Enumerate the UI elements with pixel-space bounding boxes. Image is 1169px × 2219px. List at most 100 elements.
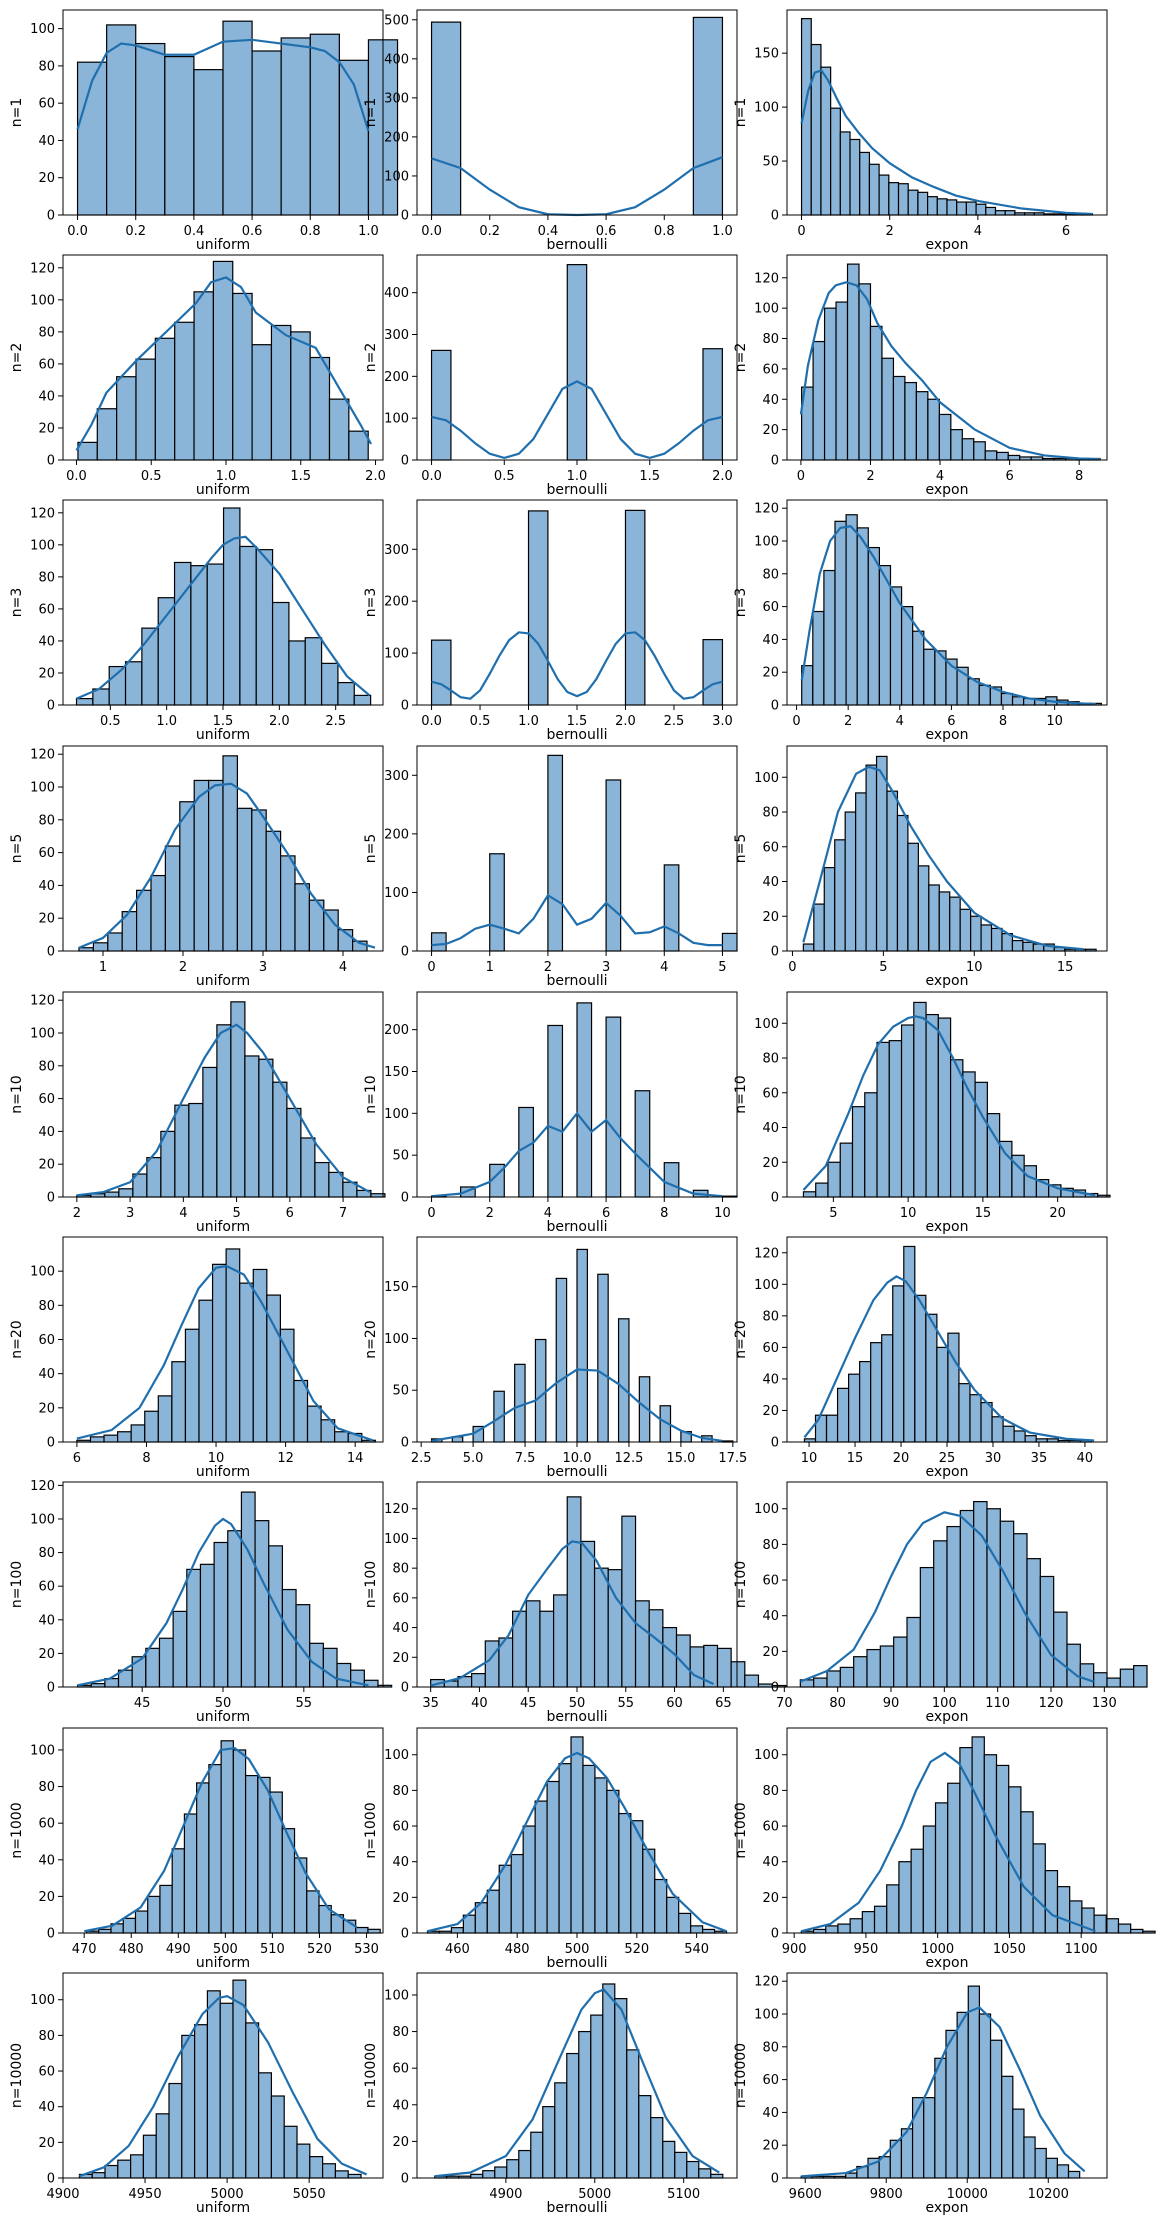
histogram-bar [244, 1774, 259, 1934]
axes-frame [62, 254, 384, 461]
histogram-bar [662, 1626, 678, 1688]
x-tick-label: 1.5 [639, 469, 660, 484]
histogram-bar [510, 1853, 524, 1934]
axes-frame [786, 991, 1108, 1198]
y-tick-label: 0 [771, 2172, 779, 2187]
histogram-bar [288, 640, 306, 706]
histogram-bar [1022, 941, 1034, 952]
histogram-bar [597, 1273, 609, 1443]
histogram-bar [846, 263, 860, 461]
x-tick-label: 520 [307, 1942, 332, 1957]
histogram-bar [1069, 1900, 1083, 1934]
x-tick-label: 3.0 [712, 714, 733, 729]
kde-curve [76, 1023, 371, 1197]
histogram-bar [650, 2117, 664, 2179]
x-tick-label: 0.6 [242, 224, 263, 239]
y-tick-label: 0 [401, 1436, 409, 1451]
histogram-bar [956, 201, 968, 216]
y-tick-label: 0 [771, 1436, 779, 1451]
histogram-bar [304, 637, 323, 706]
y-axis-label: n=10000 [363, 2043, 379, 2108]
histogram-bar [157, 597, 176, 706]
histogram-bar [845, 514, 858, 706]
y-tick-label: 400 [384, 52, 409, 67]
x-tick-label: 50 [215, 1696, 232, 1711]
x-tick-label: 9600 [789, 2187, 822, 2202]
histogram-bar [1008, 1786, 1022, 1934]
x-tick-label: 950 [854, 1942, 879, 1957]
subplot-n=10-uniform: 0 20 40 60 80 100 120 2 3 4 5 6 7 uniform n=10 [9, 991, 386, 1235]
histogram-bar [626, 2049, 640, 2179]
histogram-bar [142, 2134, 157, 2179]
x-tick-label: 130 [1092, 1696, 1117, 1711]
histogram-bar [89, 1436, 105, 1443]
histogram-bar [430, 21, 462, 216]
histogram-bar [845, 2172, 858, 2179]
x-axis-label: bernoulli [547, 237, 608, 253]
histogram-bar [252, 1268, 268, 1443]
histogram-bar [813, 1677, 828, 1688]
histogram-bar [888, 182, 900, 216]
histogram-bar [925, 1013, 939, 1198]
histogram-bar [678, 1912, 692, 1934]
y-tick-label: 0 [47, 1191, 55, 1206]
histogram-bar [904, 381, 917, 461]
histogram-bar [193, 69, 224, 216]
x-tick-label: 2 [844, 714, 852, 729]
histogram-bar [106, 24, 137, 216]
histogram-bar [605, 1016, 622, 1198]
subplot-n=1000-expon: 0 20 40 60 80 100 900 950 1000 1050 1100 expon n=100… [733, 1727, 1156, 1971]
x-tick-label: 2.0 [615, 714, 636, 729]
histogram-bar [322, 1647, 338, 1688]
histogram-bar [239, 1282, 254, 1443]
histogram-bar [239, 545, 257, 706]
y-tick-label: 40 [38, 389, 55, 404]
x-tick-label: 100 [932, 1696, 957, 1711]
histogram-bar [913, 1001, 927, 1198]
histogram-bar [836, 1387, 850, 1443]
histogram-bar [865, 764, 878, 952]
y-tick-label: 100 [30, 1743, 55, 1758]
y-tick-label: 0 [47, 945, 55, 960]
histogram-bar [314, 1161, 330, 1198]
x-tick-label: 0.5 [141, 469, 162, 484]
y-tick-label: 40 [392, 1855, 409, 1870]
y-axis-label: n=5 [9, 834, 25, 864]
histogram-bar [258, 1058, 274, 1198]
y-tick-label: 200 [384, 370, 409, 385]
histogram-bar [634, 1090, 651, 1198]
y-tick-label: 60 [38, 1333, 55, 1348]
histogram-bar [771, 1684, 787, 1688]
histogram-bar [969, 1394, 982, 1443]
y-tick-label: 120 [754, 502, 779, 517]
x-tick-label: 4950 [129, 2187, 162, 2202]
kde-curve [431, 380, 723, 460]
y-tick-label: 100 [30, 22, 55, 37]
histogram-bar [971, 1736, 985, 1934]
x-tick-label: 35 [422, 1696, 439, 1711]
histogram-bar [996, 451, 1009, 461]
x-tick-label: 0.6 [596, 224, 617, 239]
histogram-bar [206, 563, 225, 706]
histogram-bar [958, 1383, 971, 1443]
histogram-bar [663, 1162, 680, 1198]
histogram-bar [1000, 692, 1014, 706]
histogram-bar [566, 264, 588, 461]
y-axis-label: n=20 [9, 1320, 25, 1358]
histogram-bar [337, 681, 355, 706]
histogram-bar [973, 441, 986, 461]
histogram-bar [859, 1360, 872, 1443]
x-axis-label: bernoulli [547, 482, 608, 498]
y-tick-label: 80 [392, 1562, 409, 1577]
y-tick-label: 20 [762, 666, 779, 681]
histogram-bar [211, 1263, 227, 1443]
histogram-bar [946, 1525, 961, 1688]
histogram-bar [606, 1789, 620, 1934]
histogram-bar [923, 2097, 936, 2179]
y-tick-label: 40 [38, 634, 55, 649]
histogram-bar [181, 2034, 196, 2179]
y-tick-label: 100 [754, 1502, 779, 1517]
histogram-bar [136, 889, 152, 952]
histogram-bar [912, 630, 925, 706]
histogram-bar [265, 830, 282, 952]
